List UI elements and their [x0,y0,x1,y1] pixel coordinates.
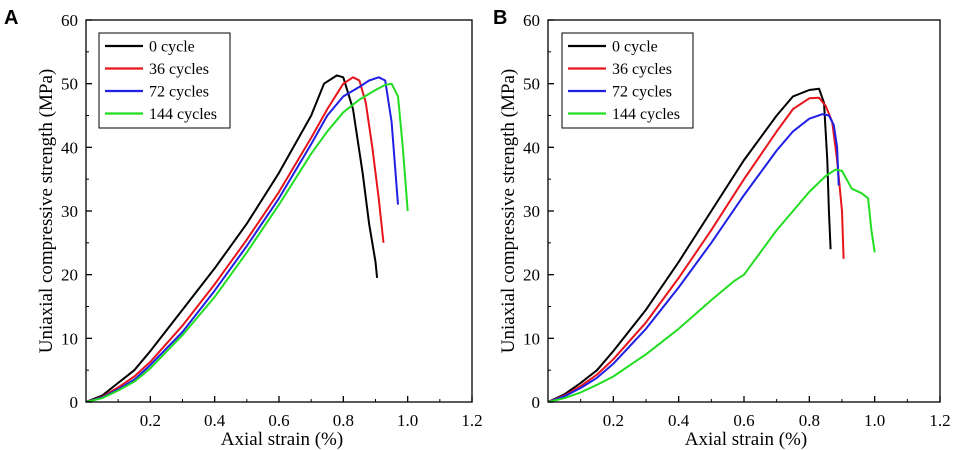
legend: 0 cycle 36 cycles 72 cycles 144 cycles [98,32,231,129]
x-axis-title: Axial strain (%) [221,429,343,450]
x-tick-label: 0.2 [603,411,624,430]
x-tick-label: 0.6 [268,411,289,430]
y-tick-label: 50 [61,75,78,94]
series-line-72-cycles [548,113,840,402]
x-tick-label: 1.0 [864,411,885,430]
chart-panel-b: B 0.2 0.4 0.6 0.8 1.0 1.2 0 10 20 30 40 50 60 Axial st… [493,7,951,450]
series-line-72-cycles [86,76,399,402]
series-line-144-cycles [86,82,409,402]
y-tick-label: 30 [61,202,78,221]
panel-label: A [4,7,18,29]
x-tick-label: 1.2 [929,411,950,430]
y-tick-label: 10 [523,329,540,348]
x-tick-label: 1.2 [461,411,482,430]
legend-entry: 0 cycle [149,39,195,56]
y-tick-label: 50 [523,75,540,94]
x-axis-title: Axial strain (%) [685,429,807,450]
legend-entry: 72 cycles [149,84,209,101]
y-tick-label: 40 [523,138,540,157]
legend-box [561,32,694,129]
panel-label: B [493,7,507,29]
y-tick-label: 10 [61,329,78,348]
y-tick-label: 30 [523,202,540,221]
series-line-36-cycles [548,96,845,402]
legend-entry: 144 cycles [612,106,680,123]
x-tick-label: 0.6 [733,411,754,430]
y-tick-label: 60 [61,11,78,30]
legend-entry: 72 cycles [612,84,672,101]
legend-box [98,32,231,129]
legend-entry: 144 cycles [149,106,217,123]
series-line-36-cycles [86,76,385,402]
x-tick-label: 0.2 [140,411,161,430]
chart-panel-a: A 0.2 0.4 0.6 0.8 1.0 1.2 0 10 20 30 40 50 60 Axial st… [4,7,483,450]
x-tick-label: 0.4 [204,411,226,430]
legend: 0 cycle 36 cycles 72 cycles 144 cycles [561,32,694,129]
y-axis-title: Uniaxial compressive strength (MPa) [36,69,57,353]
y-tick-label: 20 [523,266,540,285]
x-tick-label: 0.8 [799,411,820,430]
series-line-0-cycle [86,74,379,402]
y-tick-label: 0 [70,393,79,412]
y-tick-label: 0 [532,393,541,412]
series-line-0-cycle [548,87,832,402]
legend-entry: 36 cycles [612,61,672,78]
x-tick-label: 1.0 [397,411,418,430]
legend-entry: 0 cycle [612,39,658,56]
series-line-144-cycles [548,168,876,402]
y-tick-label: 20 [61,266,78,285]
legend-entry: 36 cycles [149,61,209,78]
x-tick-label: 0.8 [333,411,354,430]
y-tick-label: 60 [523,11,540,30]
x-tick-label: 0.4 [668,411,690,430]
y-axis-title: Uniaxial compressive strength (MPa) [498,69,519,353]
y-tick-label: 40 [61,138,78,157]
